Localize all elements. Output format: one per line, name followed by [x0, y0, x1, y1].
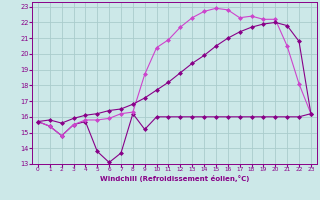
- X-axis label: Windchill (Refroidissement éolien,°C): Windchill (Refroidissement éolien,°C): [100, 175, 249, 182]
